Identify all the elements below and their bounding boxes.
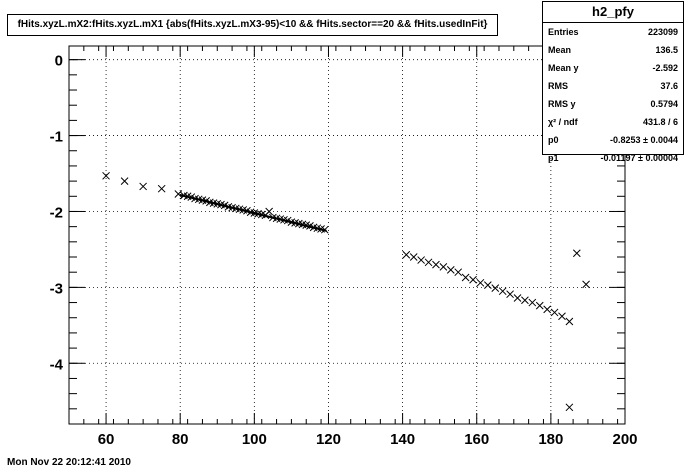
y-tick-label: -1 bbox=[50, 129, 63, 146]
data-point-marker bbox=[498, 287, 507, 296]
data-point-marker bbox=[102, 171, 110, 180]
axis-ticks bbox=[68, 46, 626, 425]
data-point-marker bbox=[550, 308, 559, 317]
data-point-marker bbox=[506, 290, 514, 299]
stats-row: χ² / ndf 431.8 / 6 bbox=[543, 113, 683, 131]
data-point-marker bbox=[174, 190, 183, 198]
stats-label: RMS y bbox=[548, 99, 576, 109]
data-point-marker bbox=[432, 260, 440, 269]
stats-label: Mean y bbox=[548, 63, 579, 73]
stats-value: -0.8253 ± 0.0044 bbox=[610, 135, 678, 145]
data-point-marker bbox=[417, 256, 425, 264]
data-point-marker bbox=[265, 207, 274, 216]
data-point-marker bbox=[439, 263, 448, 271]
data-point-marker bbox=[120, 177, 129, 185]
stats-row: RMS y 0.5794 bbox=[543, 95, 683, 113]
stats-title: h2_pfy bbox=[543, 2, 683, 23]
data-point-marker bbox=[446, 266, 455, 274]
stats-label: χ² / ndf bbox=[548, 117, 578, 127]
x-tick-label: 120 bbox=[316, 431, 341, 448]
data-point-marker bbox=[454, 268, 463, 277]
data-points bbox=[102, 171, 590, 412]
y-tick-label: -2 bbox=[50, 204, 63, 221]
x-tick-label: 140 bbox=[390, 431, 415, 448]
data-point-marker bbox=[572, 249, 581, 258]
stats-row: p1 -0.01197 ± 0.00004 bbox=[543, 149, 683, 167]
stats-value: 0.5794 bbox=[650, 99, 678, 109]
y-tick-label: 0 bbox=[55, 53, 63, 70]
stats-label: RMS bbox=[548, 81, 568, 91]
x-tick-label: 80 bbox=[172, 431, 189, 448]
grid-lines bbox=[69, 46, 625, 424]
stats-row: p0 -0.8253 ± 0.0044 bbox=[543, 131, 683, 149]
stats-row: Mean y -2.592 bbox=[543, 59, 683, 77]
stats-value: -0.01197 ± 0.00004 bbox=[600, 153, 678, 163]
stats-value: -2.592 bbox=[652, 63, 678, 73]
stats-row: Entries 223099 bbox=[543, 23, 683, 41]
data-point-marker bbox=[582, 280, 590, 289]
data-point-marker bbox=[558, 312, 566, 321]
chart-title: fHits.xyzL.mX2:fHits.xyzL.mX1 {abs(fHits… bbox=[7, 14, 498, 36]
x-tick-label: 180 bbox=[538, 431, 563, 448]
timestamp: Mon Nov 22 20:12:41 2010 bbox=[7, 457, 131, 468]
y-tick-label: -3 bbox=[50, 280, 63, 297]
data-point-marker bbox=[461, 273, 470, 282]
stats-value: 136.5 bbox=[655, 45, 678, 55]
data-point-marker bbox=[157, 184, 166, 193]
x-tick-label: 160 bbox=[464, 431, 489, 448]
x-tick-label: 200 bbox=[612, 431, 637, 448]
data-point-marker bbox=[476, 278, 485, 287]
data-point-marker bbox=[521, 296, 529, 305]
stats-label: Mean bbox=[548, 45, 572, 55]
x-tick-labels: 60 80 100 120 140 160 180 200 bbox=[98, 431, 638, 448]
data-point-marker bbox=[424, 258, 433, 267]
data-point-marker bbox=[139, 182, 147, 191]
y-tick-labels: 0 -1 -2 -3 -4 bbox=[50, 53, 64, 374]
stats-value: 37.6 bbox=[660, 81, 678, 91]
stats-value: 223099 bbox=[647, 27, 678, 37]
data-point-marker bbox=[409, 253, 418, 261]
stats-box: h2_pfy Entries 223099 Mean 136.5 Mean y -2.… bbox=[542, 1, 684, 163]
data-point-marker bbox=[535, 301, 544, 310]
data-point-marker bbox=[513, 294, 522, 302]
x-tick-label: 60 bbox=[98, 431, 115, 448]
data-point-marker bbox=[491, 284, 500, 292]
stats-label: p0 bbox=[548, 135, 559, 145]
data-point-marker bbox=[469, 275, 477, 284]
data-point-marker bbox=[528, 298, 537, 307]
data-point-marker bbox=[565, 403, 574, 412]
stats-row: RMS 37.6 bbox=[543, 77, 683, 95]
data-point-marker bbox=[543, 305, 552, 314]
stats-label: Entries bbox=[548, 27, 579, 37]
data-point-marker bbox=[320, 225, 329, 234]
data-point-marker bbox=[402, 250, 411, 259]
stats-row: Mean 136.5 bbox=[543, 41, 683, 59]
y-tick-label: -4 bbox=[50, 356, 64, 373]
stats-label: p1 bbox=[548, 153, 559, 163]
plot-frame bbox=[68, 45, 626, 425]
x-tick-label: 100 bbox=[242, 431, 267, 448]
data-point-marker bbox=[565, 317, 574, 326]
data-point-marker bbox=[483, 281, 492, 289]
stats-value: 431.8 / 6 bbox=[642, 117, 678, 127]
